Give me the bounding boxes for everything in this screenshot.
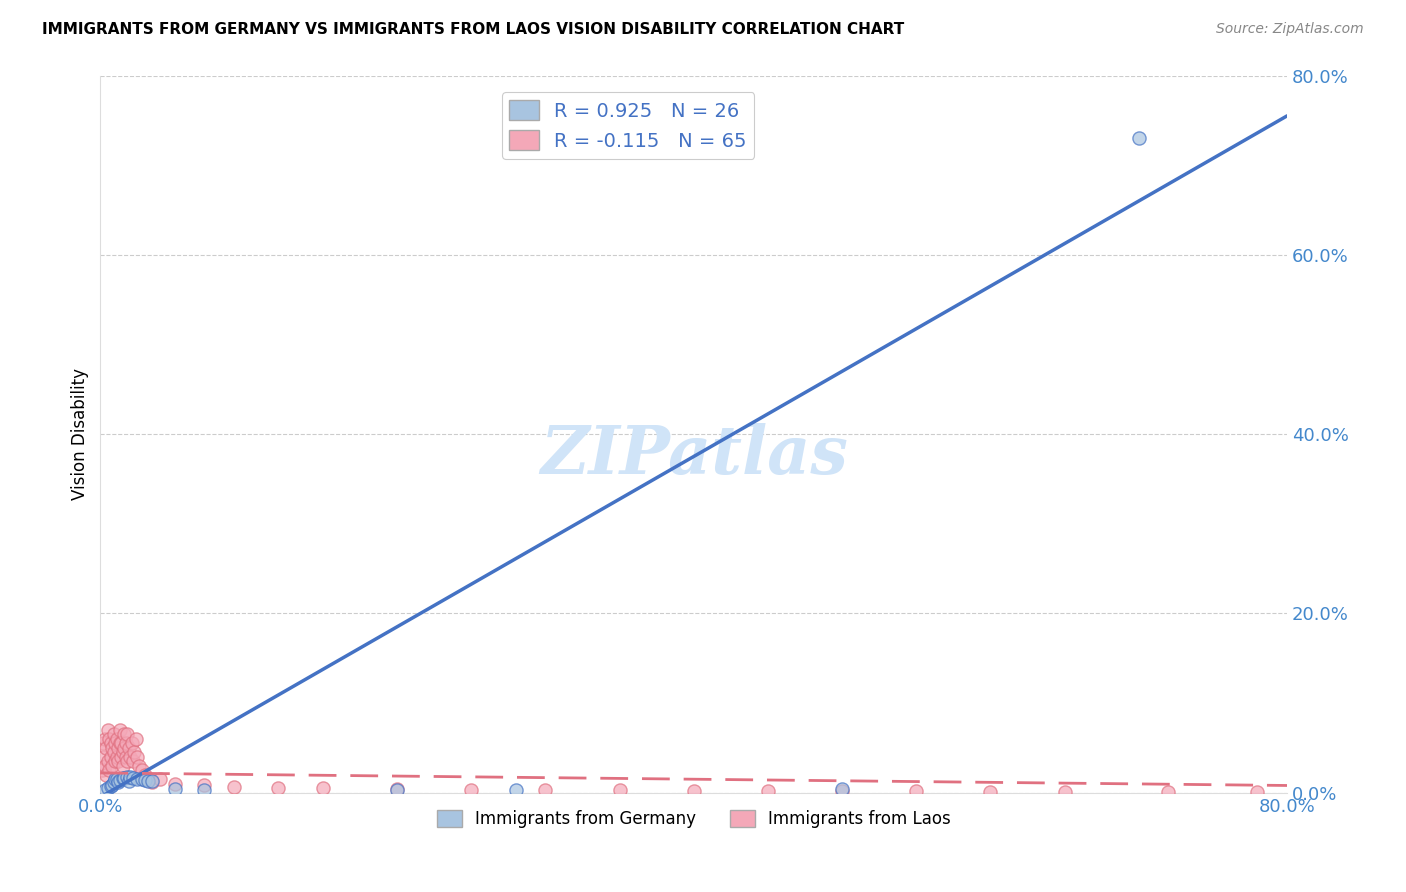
- Point: [107, 740, 129, 755]
- Point: [115, 754, 138, 768]
- Point: [115, 727, 138, 741]
- Point: [127, 772, 149, 787]
- Point: [114, 736, 136, 750]
- Point: [128, 758, 150, 772]
- Point: [105, 749, 128, 764]
- Point: [94, 731, 117, 746]
- Point: [222, 780, 245, 795]
- Point: [385, 782, 408, 797]
- Point: [460, 783, 482, 797]
- Point: [100, 736, 122, 750]
- Point: [112, 727, 135, 741]
- Point: [96, 740, 118, 755]
- Point: [831, 784, 853, 798]
- Point: [110, 736, 132, 750]
- Point: [134, 768, 156, 782]
- Point: [505, 783, 527, 797]
- Point: [110, 749, 132, 764]
- Point: [100, 749, 122, 764]
- Point: [267, 781, 290, 796]
- Point: [115, 770, 138, 784]
- Point: [112, 740, 135, 755]
- Point: [121, 736, 143, 750]
- Point: [105, 772, 128, 787]
- Point: [101, 740, 124, 755]
- Point: [114, 749, 136, 764]
- Point: [105, 731, 128, 746]
- Point: [1157, 785, 1180, 799]
- Point: [103, 745, 125, 759]
- Point: [131, 772, 153, 787]
- Point: [112, 772, 135, 786]
- Point: [1053, 785, 1076, 799]
- Point: [122, 754, 145, 768]
- Point: [117, 774, 139, 789]
- Point: [385, 783, 408, 797]
- Point: [163, 777, 186, 791]
- Point: [104, 736, 127, 750]
- Legend: Immigrants from Germany, Immigrants from Laos: Immigrants from Germany, Immigrants from…: [430, 803, 957, 835]
- Point: [312, 781, 335, 796]
- Point: [108, 773, 131, 788]
- Point: [91, 736, 114, 750]
- Point: [97, 754, 120, 768]
- Point: [682, 784, 704, 798]
- Point: [108, 736, 131, 750]
- Point: [108, 723, 131, 737]
- Point: [118, 749, 141, 764]
- Point: [97, 781, 120, 796]
- Point: [117, 740, 139, 755]
- Point: [103, 727, 125, 741]
- Point: [100, 780, 122, 794]
- Point: [979, 785, 1001, 799]
- Point: [97, 723, 120, 737]
- Point: [127, 749, 149, 764]
- Point: [193, 779, 215, 793]
- Point: [111, 772, 134, 786]
- Point: [163, 782, 186, 797]
- Point: [136, 772, 159, 787]
- Point: [1246, 785, 1268, 799]
- Point: [98, 731, 121, 746]
- Point: [107, 775, 129, 789]
- Point: [131, 764, 153, 778]
- Point: [98, 764, 121, 778]
- Text: ZIPatlas: ZIPatlas: [540, 423, 848, 488]
- Point: [118, 770, 141, 784]
- Point: [905, 784, 928, 798]
- Point: [94, 783, 117, 797]
- Point: [125, 731, 148, 746]
- Point: [609, 783, 631, 797]
- Point: [124, 745, 146, 759]
- Point: [104, 772, 127, 787]
- Text: IMMIGRANTS FROM GERMANY VS IMMIGRANTS FROM LAOS VISION DISABILITY CORRELATION CH: IMMIGRANTS FROM GERMANY VS IMMIGRANTS FR…: [42, 22, 904, 37]
- Point: [122, 772, 145, 786]
- Point: [756, 784, 779, 798]
- Text: Source: ZipAtlas.com: Source: ZipAtlas.com: [1216, 22, 1364, 37]
- Point: [149, 772, 172, 787]
- Point: [103, 775, 125, 789]
- Point: [91, 749, 114, 764]
- Point: [90, 764, 112, 778]
- Point: [96, 768, 118, 782]
- Point: [1128, 131, 1150, 145]
- Point: [134, 773, 156, 788]
- Point: [107, 754, 129, 768]
- Point: [136, 774, 159, 789]
- Point: [101, 779, 124, 793]
- Point: [111, 745, 134, 759]
- Point: [101, 758, 124, 772]
- Point: [141, 774, 163, 789]
- Point: [94, 758, 117, 772]
- Point: [534, 783, 557, 797]
- Point: [141, 775, 163, 789]
- Point: [831, 782, 853, 797]
- Point: [111, 758, 134, 772]
- Point: [104, 754, 127, 768]
- Y-axis label: Vision Disability: Vision Disability: [72, 368, 89, 500]
- Point: [193, 783, 215, 797]
